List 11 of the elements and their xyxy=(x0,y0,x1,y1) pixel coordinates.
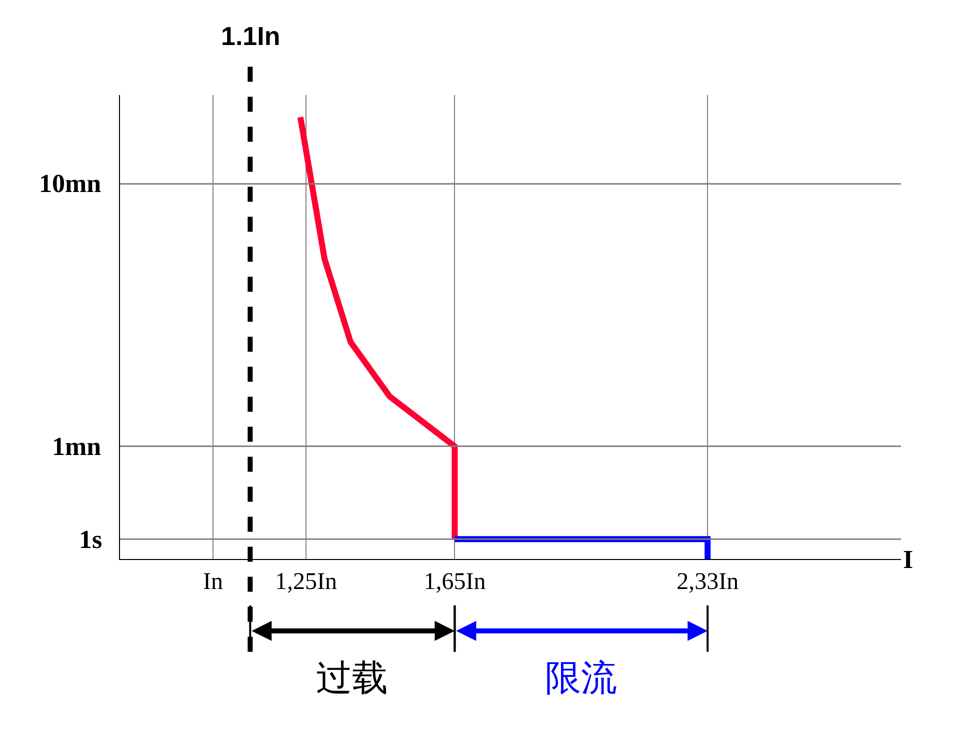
x-tick-label: In xyxy=(202,568,223,595)
text: 过载 xyxy=(316,658,388,699)
text: 限流 xyxy=(545,658,617,699)
ref-line-label: 1.1In xyxy=(221,21,280,51)
x-axis-title: I xyxy=(903,545,914,574)
x-tick-label: 1,65In xyxy=(424,568,486,595)
x-tick-label: 1,25In xyxy=(274,568,337,595)
ref-line-label: 1s xyxy=(79,525,102,554)
ref-line-label: 10mn xyxy=(39,169,102,198)
x-tick-label: 2,33In xyxy=(676,568,739,595)
ref-line-label: 1mn xyxy=(52,432,102,461)
